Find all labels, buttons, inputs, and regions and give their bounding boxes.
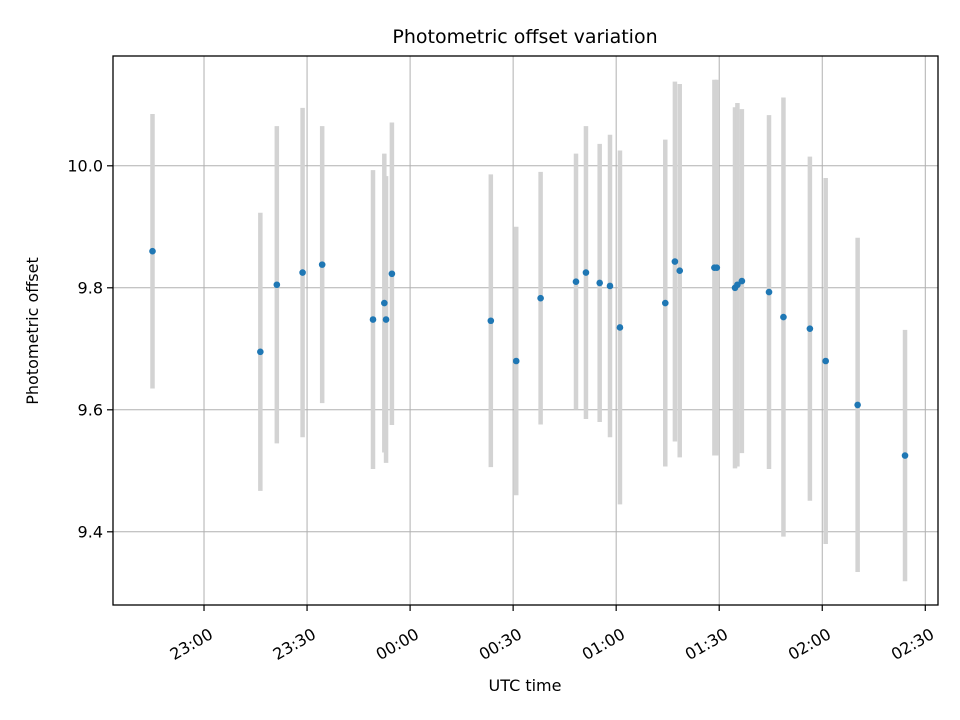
y-tick-label: 10.0 (67, 156, 103, 175)
data-point (606, 282, 614, 290)
data-point (382, 316, 390, 323)
data-point (738, 277, 746, 285)
data-point (381, 299, 388, 307)
data-point (487, 317, 495, 325)
data-point (318, 261, 326, 268)
data-point (765, 288, 773, 296)
data-point (257, 348, 264, 356)
data-point (822, 357, 829, 365)
data-point (273, 281, 281, 289)
data-point (616, 324, 624, 331)
data-point (901, 452, 909, 459)
y-tick-label: 9.8 (78, 278, 103, 297)
data-point (596, 279, 603, 287)
data-point (713, 264, 721, 271)
plot-frame (112, 55, 939, 606)
data-point (661, 299, 669, 307)
data-point (512, 357, 520, 365)
data-point (572, 278, 580, 286)
y-axis-ticks: 9.4 9.6 9.8 10.0 (67, 156, 113, 541)
y-tick-label: 9.6 (78, 400, 103, 419)
grid-lines (113, 56, 938, 605)
data-point (537, 294, 544, 302)
data-point (806, 325, 814, 332)
data-point (369, 316, 377, 323)
x-axis-label: UTC time (489, 676, 562, 695)
data-point (299, 269, 306, 276)
data-point (780, 313, 787, 321)
data-point (854, 401, 861, 409)
y-tick-label: 9.4 (78, 522, 103, 541)
y-axis-label: Photometric offset (23, 257, 42, 405)
data-point (734, 281, 741, 289)
data-point (582, 269, 590, 276)
data-point (149, 247, 156, 255)
data-point (676, 267, 684, 275)
chart-title: Photometric offset variation (392, 26, 657, 48)
data-point (388, 270, 396, 278)
data-point (671, 258, 679, 265)
data-points (149, 247, 909, 459)
